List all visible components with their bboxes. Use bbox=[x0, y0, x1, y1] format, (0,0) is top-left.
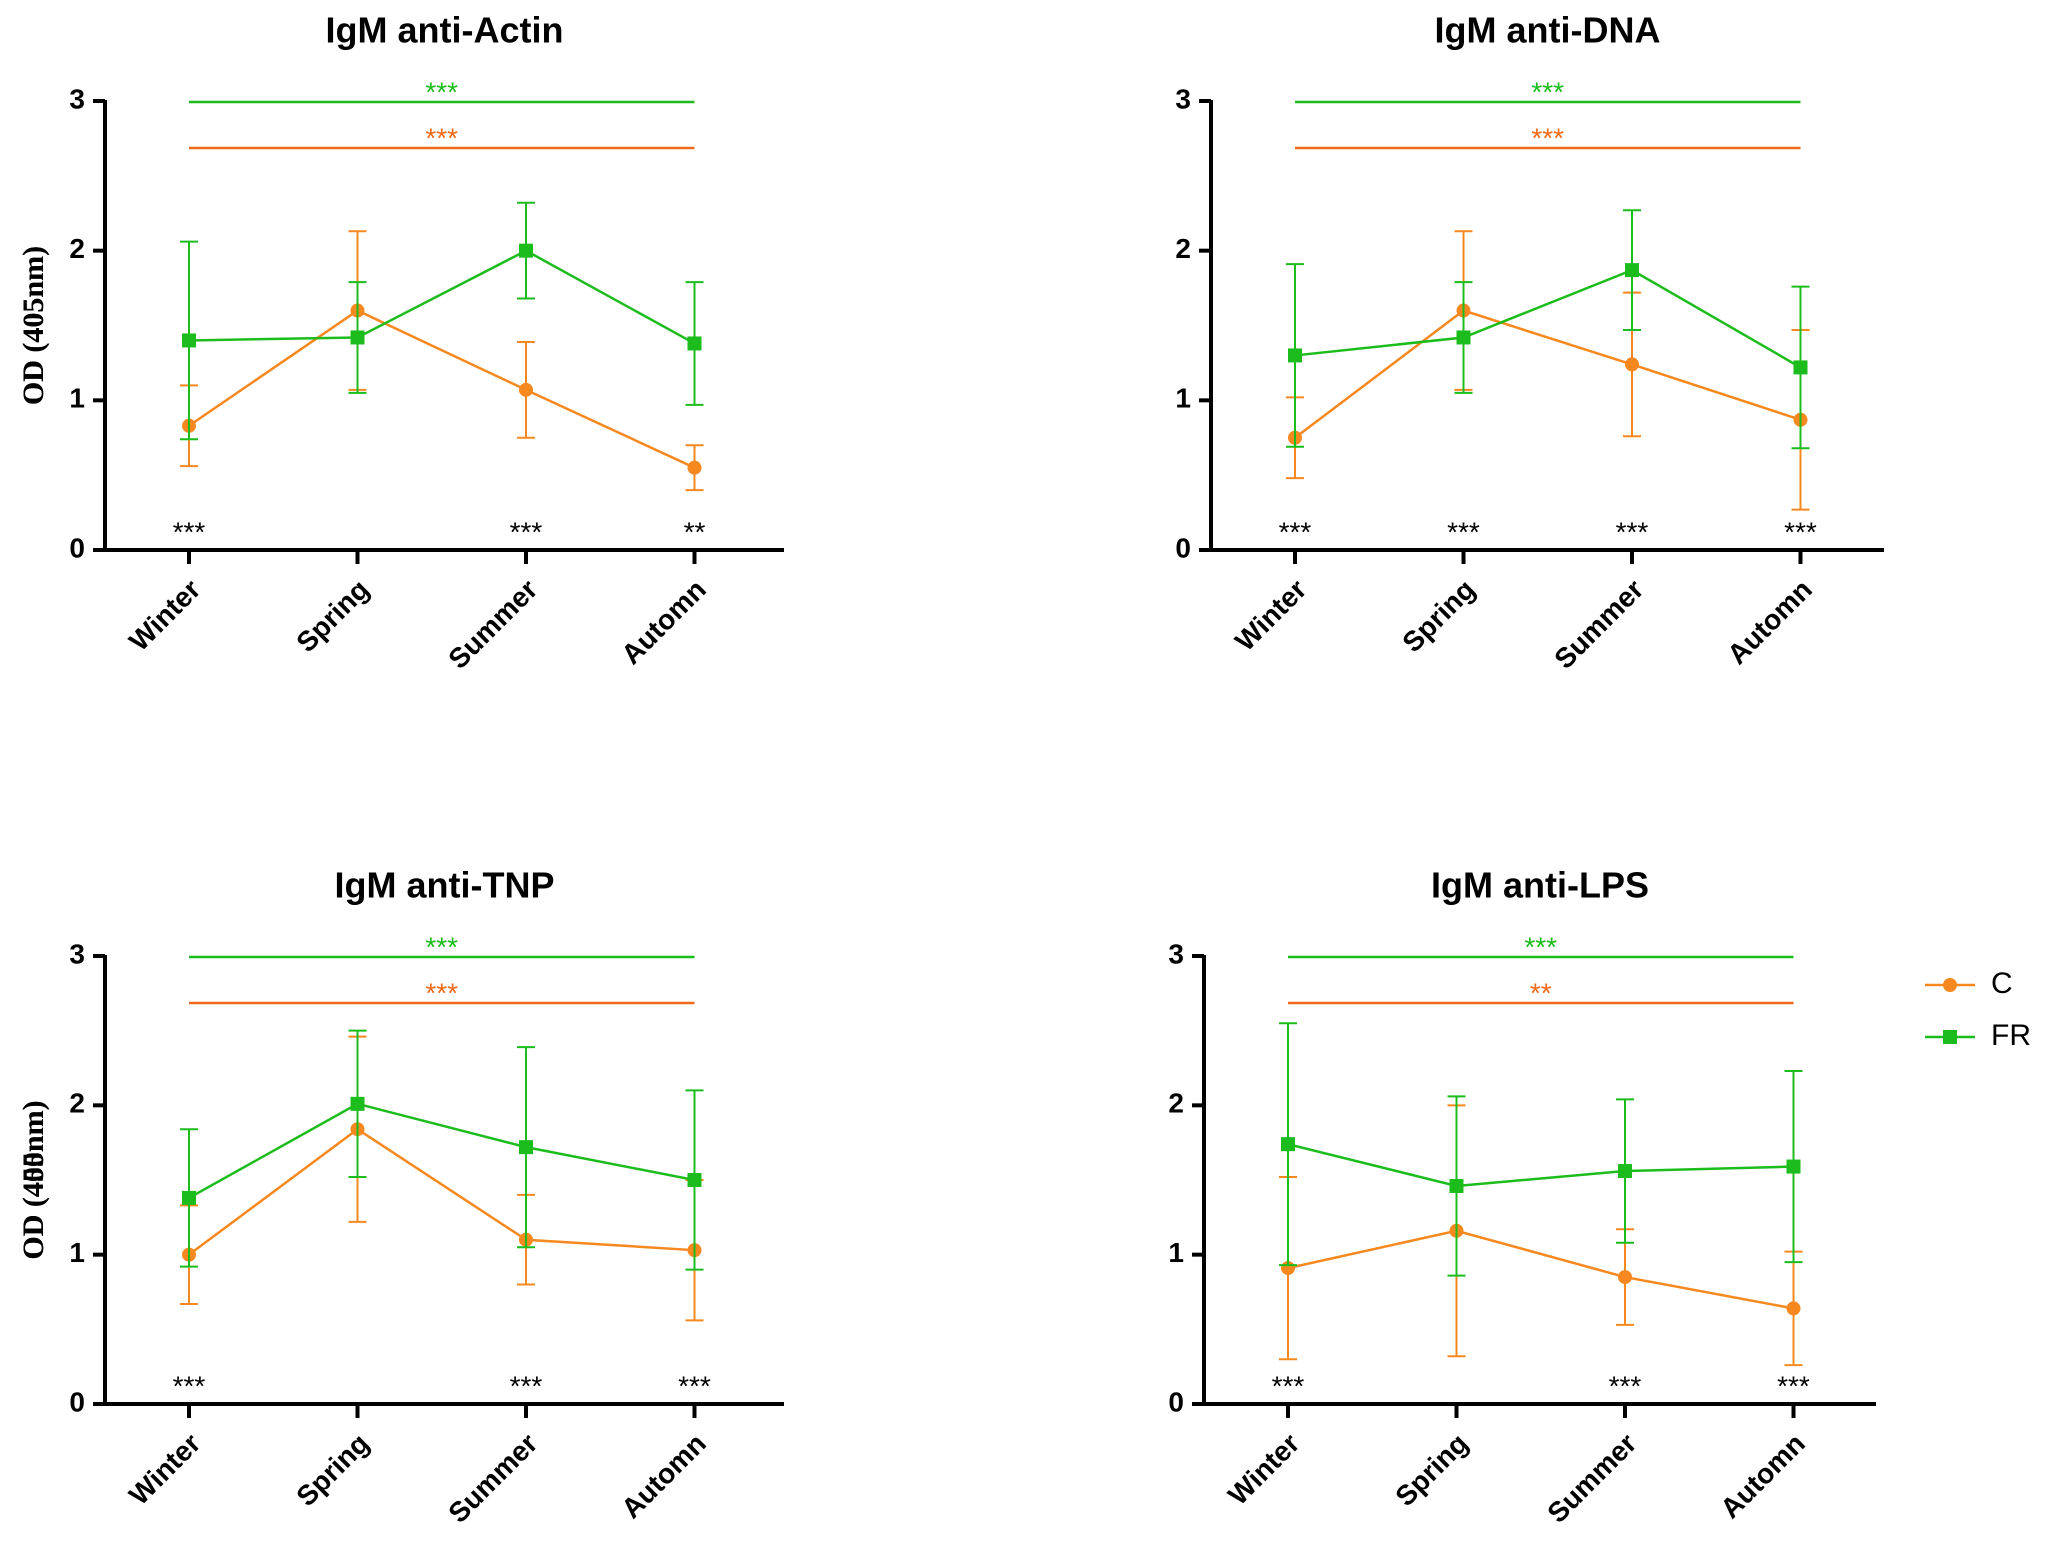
marker bbox=[1793, 360, 1808, 375]
significance-label: *** bbox=[173, 1370, 206, 1401]
chart-panel: IgM anti-TNP OD (450nm) 0 1 2 3 Winter *** Sprin… bbox=[17, 865, 784, 1529]
marker bbox=[350, 330, 365, 345]
chart-title: IgM anti-Actin bbox=[326, 10, 564, 51]
significance-label: *** bbox=[1279, 516, 1312, 547]
x-tick-label: Automn bbox=[615, 1428, 712, 1525]
y-tick-label: 0 bbox=[1175, 532, 1191, 563]
chart-title: IgM anti-LPS bbox=[1431, 865, 1649, 906]
marker bbox=[1625, 357, 1639, 372]
series-line bbox=[188, 249, 696, 345]
series-line bbox=[1294, 268, 1802, 369]
marker bbox=[182, 333, 196, 348]
y-tick-label: 2 bbox=[1175, 233, 1191, 264]
marker bbox=[687, 460, 702, 475]
y-tick-label: 3 bbox=[1175, 83, 1191, 114]
x-tick-label: Spring bbox=[1389, 1428, 1474, 1513]
bracket-label: *** bbox=[425, 122, 458, 153]
y-tick-label: 1 bbox=[1175, 383, 1191, 414]
x-tick-label: Summer bbox=[442, 573, 543, 674]
y-tick-label: 3 bbox=[1168, 938, 1184, 969]
marker bbox=[1786, 1159, 1801, 1174]
marker bbox=[519, 1140, 533, 1155]
x-tick-label: Spring bbox=[1396, 574, 1481, 659]
series-line bbox=[1294, 309, 1801, 439]
y-axis-label: OD (405nm) bbox=[17, 246, 50, 405]
marker bbox=[1288, 348, 1302, 363]
significance-label: *** bbox=[678, 1370, 711, 1401]
series-line bbox=[1287, 1142, 1794, 1188]
bracket-label: *** bbox=[1524, 931, 1557, 962]
y-tick-label: 0 bbox=[69, 532, 85, 563]
y-tick-label: 0 bbox=[1168, 1386, 1184, 1417]
bracket-label: *** bbox=[1531, 122, 1564, 153]
legend-label: C bbox=[1991, 967, 2013, 1000]
significance-label: *** bbox=[1616, 516, 1649, 547]
series-line bbox=[1287, 1229, 1794, 1310]
significance-label: ** bbox=[684, 516, 706, 547]
marker bbox=[1625, 263, 1639, 278]
x-tick-label: Winter bbox=[1229, 573, 1312, 656]
legend-marker bbox=[1943, 1030, 1957, 1044]
significance-label: *** bbox=[173, 516, 206, 547]
x-tick-label: Spring bbox=[290, 1428, 375, 1513]
legend-marker bbox=[1943, 978, 1957, 992]
significance-label: *** bbox=[510, 1370, 543, 1401]
y-tick-label: 3 bbox=[69, 83, 85, 114]
x-tick-label: Automn bbox=[1714, 1428, 1811, 1525]
y-tick-label: 1 bbox=[69, 383, 85, 414]
chart-panel: IgM anti-LPS OD (405nm) 0 1 2 3 Winter *** Sprin… bbox=[17, 865, 2031, 1529]
y-tick-label: 3 bbox=[69, 938, 85, 969]
y-tick-label: 2 bbox=[69, 233, 85, 264]
chart-panel: IgM anti-DNA OD (405nm) 0 1 2 3 Winter *** Sprin… bbox=[17, 10, 1884, 675]
y-tick-label: 2 bbox=[69, 1088, 85, 1119]
y-axis-label: OD (450nm) bbox=[17, 1100, 50, 1259]
chart-title: IgM anti-TNP bbox=[335, 865, 555, 906]
chart-title: IgM anti-DNA bbox=[1435, 10, 1661, 51]
bracket-label: *** bbox=[425, 931, 458, 962]
y-tick-label: 0 bbox=[69, 1386, 85, 1417]
marker bbox=[687, 1173, 702, 1187]
x-tick-label: Winter bbox=[1222, 1427, 1305, 1510]
y-tick-label: 1 bbox=[69, 1237, 85, 1268]
chart-panel: IgM anti-Actin OD (405nm) 0 1 2 3 Winter *** Spr… bbox=[17, 10, 784, 675]
x-tick-label: Summer bbox=[1541, 1427, 1642, 1528]
marker bbox=[1449, 1178, 1464, 1193]
x-tick-label: Automn bbox=[615, 574, 712, 671]
y-axis-label: OD (405nm) bbox=[17, 246, 50, 405]
marker bbox=[182, 1190, 196, 1205]
marker bbox=[1618, 1270, 1632, 1285]
significance-label: *** bbox=[1784, 516, 1817, 547]
marker bbox=[1618, 1164, 1632, 1179]
marker bbox=[1456, 330, 1471, 345]
x-tick-label: Automn bbox=[1721, 574, 1818, 671]
significance-label: *** bbox=[1609, 1370, 1642, 1401]
bracket-label: ** bbox=[1530, 977, 1552, 1008]
marker bbox=[687, 336, 702, 351]
bracket-label: *** bbox=[425, 76, 458, 107]
significance-label: *** bbox=[1777, 1370, 1810, 1401]
significance-label: *** bbox=[1447, 516, 1480, 547]
x-tick-label: Winter bbox=[123, 1427, 206, 1510]
series-line bbox=[188, 1102, 695, 1200]
significance-label: *** bbox=[1272, 1370, 1305, 1401]
y-tick-label: 2 bbox=[1168, 1088, 1184, 1119]
legend-label: FR bbox=[1991, 1019, 2031, 1052]
significance-label: *** bbox=[510, 516, 543, 547]
x-tick-label: Summer bbox=[442, 1427, 543, 1528]
x-tick-label: Summer bbox=[1548, 573, 1649, 674]
marker bbox=[519, 243, 533, 258]
y-tick-label: 1 bbox=[1168, 1237, 1184, 1268]
y-axis-label: OD (405nm) bbox=[17, 1100, 50, 1259]
marker bbox=[350, 1096, 365, 1111]
series-line bbox=[188, 309, 696, 469]
series-line bbox=[188, 1127, 695, 1256]
x-tick-label: Winter bbox=[123, 573, 206, 656]
bracket-label: *** bbox=[425, 977, 458, 1008]
marker bbox=[519, 382, 533, 397]
marker bbox=[1281, 1137, 1295, 1152]
bracket-label: *** bbox=[1531, 76, 1564, 107]
x-tick-label: Spring bbox=[290, 574, 375, 659]
marker bbox=[1786, 1301, 1801, 1316]
